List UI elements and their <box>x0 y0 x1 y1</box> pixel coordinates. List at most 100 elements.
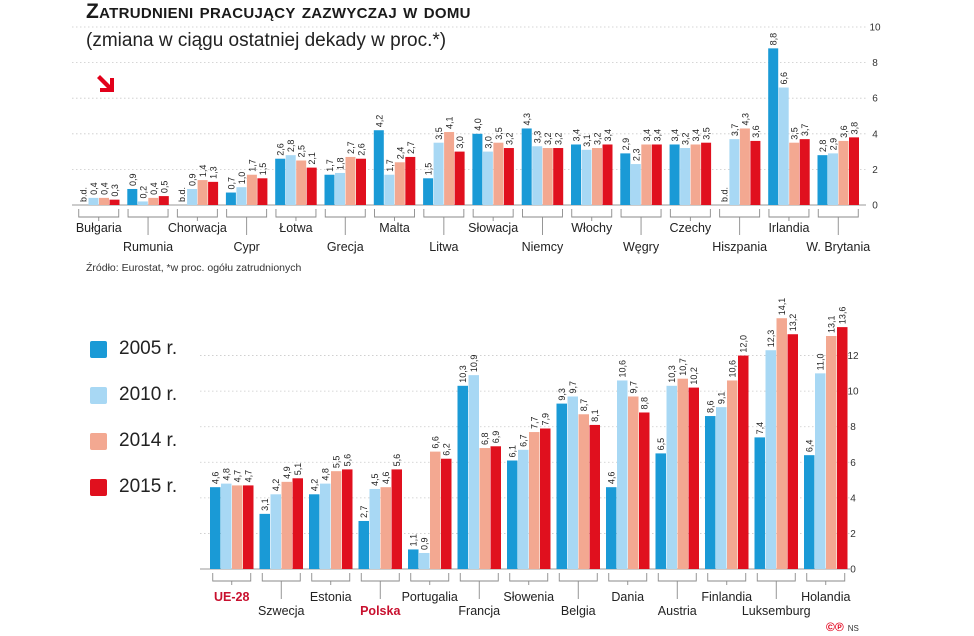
legend-swatch <box>90 340 107 358</box>
copyright-mark: ©℗ NS <box>826 620 859 634</box>
bar-szwecja-0 <box>259 513 270 569</box>
y-tick-label: 0 <box>872 201 878 212</box>
bar-w-brytania-3 <box>849 137 859 205</box>
value-label: 6,8 <box>480 433 490 446</box>
y-tick-label: 2 <box>850 529 856 540</box>
value-label: 6,2 <box>442 443 452 456</box>
category-bracket <box>707 573 747 582</box>
value-label: 13,1 <box>827 315 837 333</box>
bar-czechy-3 <box>701 142 712 205</box>
category-label-szwecja: Szwecja <box>258 604 305 618</box>
category-bracket <box>558 573 598 582</box>
bar-estonia-3 <box>342 469 353 569</box>
bar-dania-1 <box>617 380 628 569</box>
category-label-czechy: Czechy <box>670 221 712 235</box>
bar-w-ochy-2 <box>592 148 602 205</box>
bar-francja-3 <box>490 446 501 569</box>
category-bracket <box>472 209 514 218</box>
value-label: 10,6 <box>728 360 738 378</box>
bar-ue-28-2 <box>232 485 243 569</box>
value-label: 3,2 <box>554 133 564 146</box>
value-label: 2,5 <box>297 145 307 158</box>
category-label-rumunia: Rumunia <box>123 240 173 254</box>
legend-label: 2015 r. <box>119 476 178 497</box>
value-label: 3,7 <box>800 124 810 137</box>
category-label-litwa: Litwa <box>429 240 458 254</box>
value-label: 6,7 <box>519 434 529 447</box>
category-label-belgia: Belgia <box>561 604 596 618</box>
value-label: 0,4 <box>100 182 110 195</box>
bar-francja-1 <box>468 375 479 569</box>
y-tick-label: 6 <box>872 94 878 105</box>
value-label: 12,0 <box>739 335 749 353</box>
value-label: 10,2 <box>689 367 699 385</box>
value-label: 1,7 <box>325 159 335 172</box>
value-label: 0,4 <box>149 182 159 195</box>
value-label: 1,7 <box>247 159 257 172</box>
value-label: 4,8 <box>222 468 232 481</box>
bar-czechy-2 <box>690 144 701 205</box>
bar-malta-2 <box>394 162 405 205</box>
category-bracket <box>657 573 697 582</box>
bar-holandia-3 <box>837 327 848 569</box>
category-label-portugalia: Portugalia <box>402 590 458 604</box>
legend-swatch <box>90 478 107 496</box>
bar-w-brytania-2 <box>838 140 849 205</box>
value-label: 3,5 <box>702 127 712 140</box>
category-label-s-owenia: Słowenia <box>503 590 554 604</box>
value-label: 3,4 <box>603 129 613 142</box>
bar-estonia-1 <box>320 483 331 569</box>
bar-w-gry-2 <box>641 144 652 205</box>
bar-w-brytania-1 <box>828 153 838 205</box>
value-label: 6,4 <box>805 440 815 453</box>
bar-w-gry-0 <box>620 153 631 205</box>
bar-niemcy-0 <box>521 128 532 205</box>
category-label-w-gry: Węgry <box>623 240 660 254</box>
category-label-polska: Polska <box>360 604 401 618</box>
bar-litwa-3 <box>454 151 465 205</box>
bar-luksemburg-2 <box>776 318 787 569</box>
value-label: 2,6 <box>357 143 367 156</box>
category-bracket <box>275 209 317 218</box>
value-label: b.d. <box>719 187 729 202</box>
bar-malta-0 <box>373 130 384 205</box>
category-label-francja: Francja <box>458 604 500 618</box>
category-label-austria: Austria <box>658 604 697 618</box>
bar-portugalia-1 <box>419 552 430 569</box>
bar-ue-28-0 <box>210 487 221 569</box>
category-bracket <box>806 573 846 582</box>
bar-malta-1 <box>384 174 395 205</box>
value-label: 0,3 <box>110 184 120 197</box>
y-tick-label: 0 <box>850 565 856 576</box>
bar-bu-garia-1 <box>88 197 99 205</box>
value-label: 8,8 <box>769 33 779 46</box>
category-bracket <box>608 573 648 582</box>
y-tick-label: 2 <box>872 165 878 176</box>
category-label-ue-28: UE-28 <box>214 590 249 604</box>
bar-w-ochy-3 <box>602 144 613 205</box>
category-label-holandia: Holandia <box>801 590 850 604</box>
value-label: 3,3 <box>533 131 543 144</box>
value-label: 14,1 <box>777 298 787 316</box>
value-label: 8,1 <box>590 409 600 422</box>
bar-portugalia-2 <box>430 451 441 569</box>
category-label-niemcy: Niemcy <box>522 240 564 254</box>
bar-dania-3 <box>639 412 650 569</box>
bar-polska-3 <box>391 469 402 569</box>
bar-w-brytania-0 <box>817 155 828 205</box>
value-label: 3,2 <box>681 133 691 146</box>
value-label: 2,1 <box>307 152 317 165</box>
value-label: 4,6 <box>607 472 617 485</box>
bar-irlandia-1 <box>778 87 789 205</box>
bar-cypr-1 <box>236 187 247 205</box>
bar-irlandia-2 <box>789 142 800 205</box>
legend-item-2010: 2010 r. <box>90 372 177 418</box>
bar-litwa-1 <box>433 142 444 205</box>
bar-niemcy-3 <box>553 148 564 205</box>
bar-otwa-0 <box>275 158 286 205</box>
bar-estonia-0 <box>309 494 320 569</box>
value-label: 10,3 <box>458 365 468 383</box>
value-label: 2,3 <box>631 149 641 162</box>
bar-chorwacja-1 <box>187 188 198 205</box>
bar-luksemburg-0 <box>754 437 765 569</box>
